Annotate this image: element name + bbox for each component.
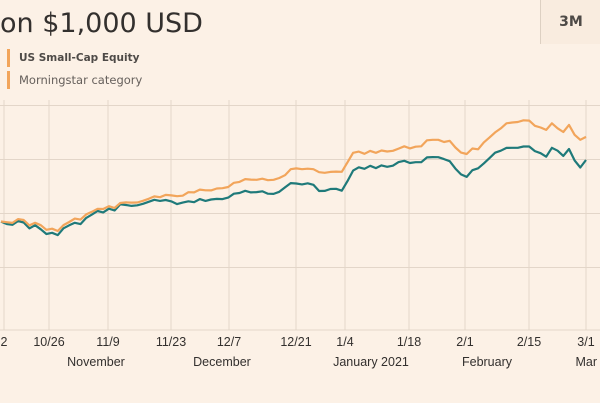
x-month-label: Mar: [575, 355, 597, 369]
x-tick-label: 2/15: [517, 335, 541, 349]
x-month-label: December: [193, 355, 251, 369]
legend-item-small-cap: US Small-Cap Equity: [7, 49, 142, 67]
x-tick-label: 1/18: [397, 335, 421, 349]
x-tick-label: 11/9: [96, 335, 119, 349]
series-line-small-cap: [0, 119, 587, 233]
x-tick-label: 12/21: [280, 335, 311, 349]
x-tick-label: 12/7: [217, 335, 241, 349]
chart-title: on $1,000 USD: [0, 8, 203, 39]
x-month-label: November: [67, 355, 125, 369]
legend-swatch-orange-light: [7, 71, 10, 89]
x-tick-label: 11/23: [156, 335, 186, 349]
legend: US Small-Cap Equity Morningstar category: [7, 49, 142, 93]
legend-swatch-orange: [7, 49, 10, 67]
legend-item-category: Morningstar category: [7, 71, 142, 89]
x-tick-label: 10/26: [33, 335, 64, 349]
x-month-label: February: [462, 355, 513, 369]
legend-label-small-cap: US Small-Cap Equity: [19, 52, 140, 64]
x-tick-label: 3/1: [577, 335, 594, 349]
x-tick-label: 2/1: [456, 335, 473, 349]
range-3m-button[interactable]: 3M: [540, 0, 600, 44]
x-tick-label: 2: [1, 335, 8, 349]
legend-label-category: Morningstar category: [19, 73, 143, 87]
series-line-category: [0, 145, 587, 237]
x-tick-label: 1/4: [336, 335, 353, 349]
x-month-label: January 2021: [333, 355, 409, 369]
